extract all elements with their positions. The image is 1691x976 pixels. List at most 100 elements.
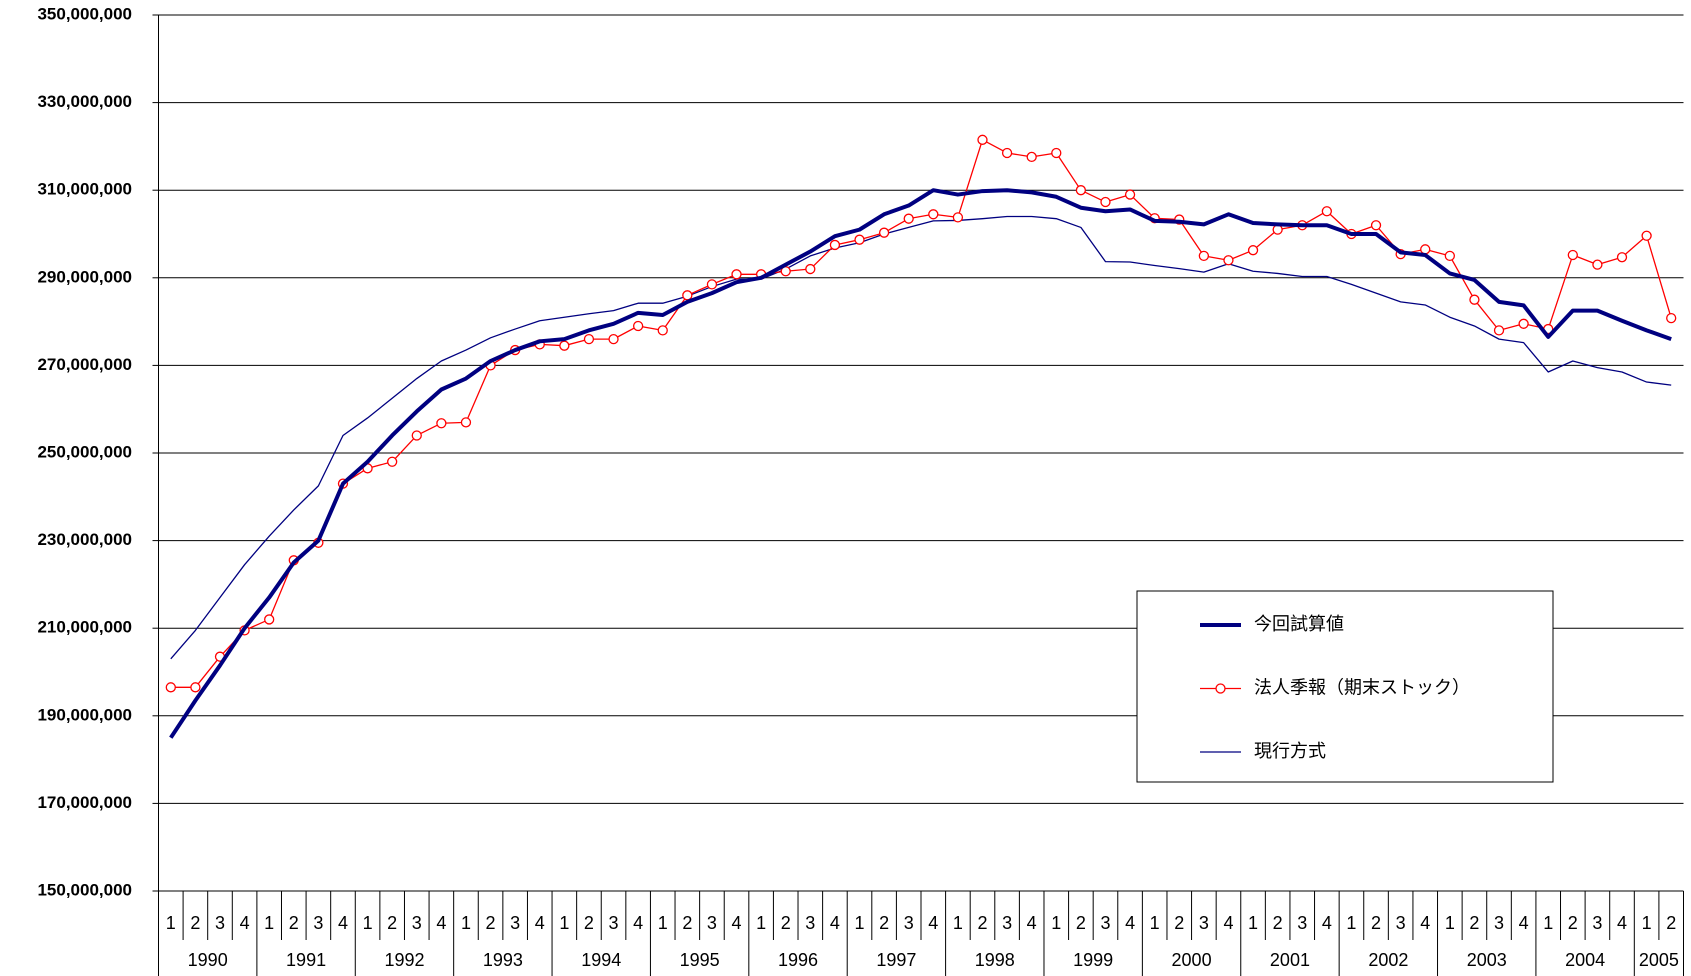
x-tick-label: 2 [289, 913, 299, 933]
x-tick-label: 2 [190, 913, 200, 933]
year-label: 2000 [1172, 950, 1212, 970]
year-label: 2003 [1467, 950, 1507, 970]
y-tick-label: 350,000,000 [37, 4, 132, 23]
data-point [1469, 294, 1480, 305]
x-tick-label: 4 [1519, 913, 1529, 933]
year-label: 1990 [188, 950, 228, 970]
year-label: 1996 [778, 950, 818, 970]
year-label: 1998 [975, 950, 1015, 970]
x-tick-label: 3 [1592, 913, 1602, 933]
year-label: 2001 [1270, 950, 1310, 970]
x-tick-label: 2 [781, 913, 791, 933]
data-point [977, 134, 988, 145]
x-tick-label: 3 [313, 913, 323, 933]
x-tick-label: 2 [977, 913, 987, 933]
x-tick-label: 1 [166, 913, 176, 933]
y-tick-label: 230,000,000 [37, 530, 132, 549]
x-tick-label: 3 [904, 913, 914, 933]
data-point [903, 213, 914, 224]
data-point [1518, 318, 1529, 329]
data-point [264, 614, 275, 625]
year-label: 1999 [1073, 950, 1113, 970]
x-tick-label: 1 [953, 913, 963, 933]
year-label: 1997 [876, 950, 916, 970]
x-tick-label: 2 [682, 913, 692, 933]
year-label: 1994 [581, 950, 621, 970]
data-point [928, 209, 939, 220]
data-point [878, 227, 890, 238]
x-tick-label: 4 [633, 913, 643, 933]
x-tick-label: 1 [1445, 913, 1455, 933]
x-tick-label: 3 [215, 913, 225, 933]
y-tick-label: 310,000,000 [37, 180, 132, 199]
x-tick-label: 3 [1002, 913, 1012, 933]
data-point [387, 456, 398, 467]
x-tick-label: 1 [1346, 913, 1356, 933]
x-tick-label: 2 [1273, 913, 1283, 933]
x-tick-label: 1 [461, 913, 471, 933]
legend-label: 現行方式 [1254, 741, 1326, 761]
series-line [170, 215, 1672, 660]
legend-marker [1215, 683, 1226, 694]
x-tick-label: 3 [1297, 913, 1307, 933]
x-tick-label: 1 [1543, 913, 1553, 933]
data-point [1370, 220, 1382, 231]
x-tick-label: 2 [1076, 913, 1086, 933]
x-tick-label: 3 [1494, 913, 1504, 933]
x-tick-label: 2 [1568, 913, 1578, 933]
data-point [657, 325, 668, 336]
x-tick-label: 1 [1642, 913, 1652, 933]
x-tick-label: 1 [559, 913, 569, 933]
x-tick-label: 4 [1617, 913, 1627, 933]
y-tick-label: 330,000,000 [37, 92, 132, 111]
x-tick-label: 1 [1248, 913, 1258, 933]
data-point [731, 269, 742, 280]
x-tick-label: 3 [510, 913, 520, 933]
data-point [608, 333, 619, 345]
x-tick-label: 4 [240, 913, 250, 933]
x-tick-label: 1 [855, 913, 865, 933]
data-point [1666, 312, 1677, 324]
data-point [829, 239, 841, 251]
x-tick-label: 4 [732, 913, 742, 933]
x-tick-label: 4 [436, 913, 446, 933]
data-point [1592, 259, 1603, 270]
x-tick-label: 3 [609, 913, 619, 933]
data-point [1100, 196, 1111, 208]
x-tick-label: 1 [264, 913, 274, 933]
year-label: 1991 [286, 950, 326, 970]
data-point [559, 340, 570, 351]
y-tick-label: 190,000,000 [37, 705, 132, 724]
data-point [1001, 147, 1013, 159]
x-tick-label: 1 [1051, 913, 1061, 933]
year-label: 1993 [483, 950, 523, 970]
data-point [1198, 250, 1210, 262]
x-tick-label: 1 [1150, 913, 1160, 933]
data-point [436, 418, 447, 429]
x-tick-label: 4 [928, 913, 938, 933]
year-label: 2004 [1565, 950, 1605, 970]
data-point [165, 682, 176, 693]
x-tick-label: 2 [879, 913, 889, 933]
x-tick-label: 4 [1420, 913, 1430, 933]
data-point [1124, 189, 1136, 200]
data-point [1641, 230, 1652, 241]
year-label: 2005 [1639, 950, 1679, 970]
y-tick-label: 150,000,000 [37, 880, 132, 899]
data-point [583, 333, 595, 345]
x-tick-label: 1 [658, 913, 668, 933]
data-point [805, 263, 816, 275]
data-point [1026, 151, 1037, 163]
data-point [1321, 206, 1332, 217]
legend-label: 今回試算値 [1254, 614, 1344, 634]
x-tick-label: 2 [387, 913, 397, 933]
x-tick-label: 2 [486, 913, 496, 933]
x-tick-label: 3 [707, 913, 717, 933]
x-tick-label: 4 [1027, 913, 1037, 933]
data-point [1444, 250, 1455, 262]
x-tick-label: 4 [1322, 913, 1332, 933]
x-tick-label: 2 [1174, 913, 1184, 933]
y-tick-label: 270,000,000 [37, 355, 132, 374]
x-tick-label: 4 [338, 913, 348, 933]
